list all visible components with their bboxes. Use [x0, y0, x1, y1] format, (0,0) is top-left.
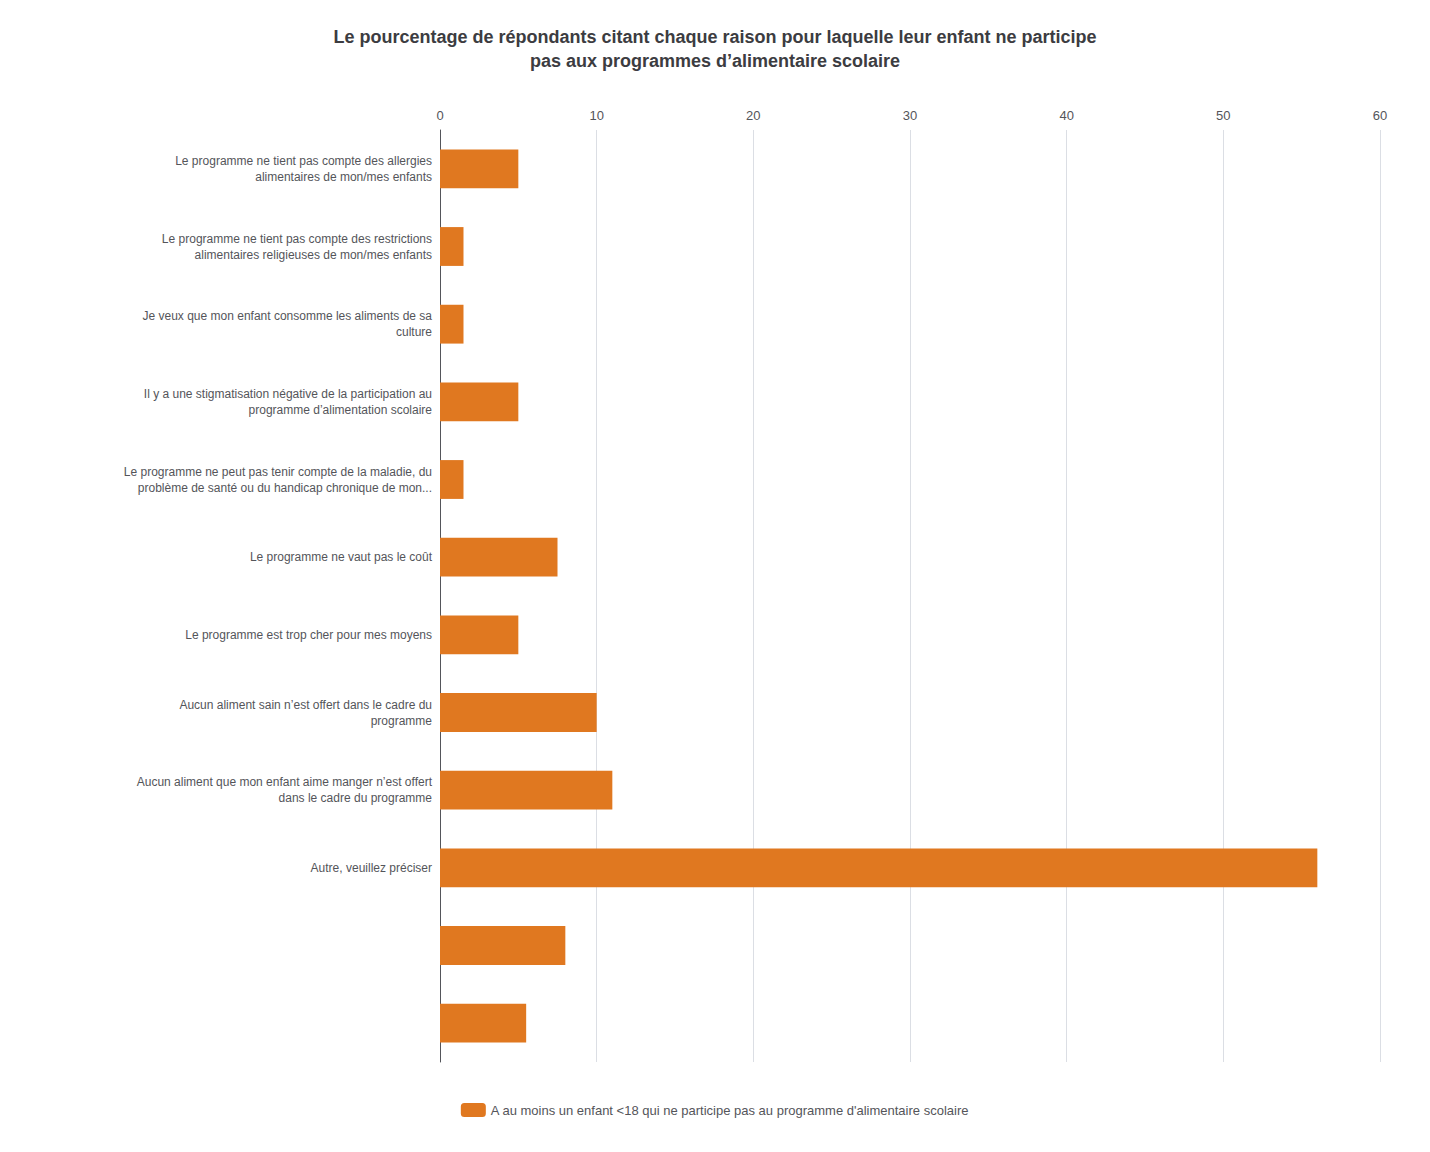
svg-text:Le programme ne peut pas tenir: Le programme ne peut pas tenir compte de… — [124, 465, 432, 479]
svg-text:Je veux que mon enfant consomm: Je veux que mon enfant consomme les alim… — [143, 309, 433, 323]
svg-text:0: 0 — [436, 108, 443, 123]
svg-text:20: 20 — [746, 108, 760, 123]
svg-text:pas aux programmes d’alimentai: pas aux programmes d’alimentaire scolair… — [530, 51, 900, 71]
svg-text:problème de santé ou du handic: problème de santé ou du handicap chroniq… — [138, 481, 432, 495]
svg-text:Autre, veuillez préciser: Autre, veuillez préciser — [311, 861, 432, 875]
svg-text:culture: culture — [396, 325, 432, 339]
svg-text:programme d’alimentation scola: programme d’alimentation scolaire — [249, 403, 433, 417]
svg-text:Aucun aliment que mon enfant a: Aucun aliment que mon enfant aime manger… — [137, 775, 433, 789]
svg-text:Le programme ne vaut pas le co: Le programme ne vaut pas le coût — [250, 550, 433, 564]
svg-text:alimentaires de mon/mes enfant: alimentaires de mon/mes enfants — [255, 170, 432, 184]
svg-text:Le programme ne tient pas comp: Le programme ne tient pas compte des all… — [175, 154, 432, 168]
svg-text:50: 50 — [1216, 108, 1230, 123]
svg-text:Il y a une stigmatisation néga: Il y a une stigmatisation négative de la… — [144, 387, 432, 401]
svg-text:A au moins un enfant <18 qui n: A au moins un enfant <18 qui ne particip… — [491, 1103, 969, 1118]
svg-text:dans le cadre du programme: dans le cadre du programme — [279, 791, 433, 805]
svg-text:Le programme est trop cher pou: Le programme est trop cher pour mes moye… — [185, 628, 432, 642]
svg-text:Le programme ne tient pas comp: Le programme ne tient pas compte des res… — [162, 232, 432, 246]
svg-text:Aucun aliment sain n’est offer: Aucun aliment sain n’est offert dans le … — [179, 698, 432, 712]
svg-text:programme: programme — [371, 714, 433, 728]
svg-text:Le pourcentage de répondants c: Le pourcentage de répondants citant chaq… — [333, 27, 1096, 47]
svg-text:alimentaires religieuses de mo: alimentaires religieuses de mon/mes enfa… — [195, 248, 432, 262]
svg-text:60: 60 — [1373, 108, 1387, 123]
svg-text:40: 40 — [1059, 108, 1073, 123]
svg-text:10: 10 — [589, 108, 603, 123]
svg-text:30: 30 — [903, 108, 917, 123]
